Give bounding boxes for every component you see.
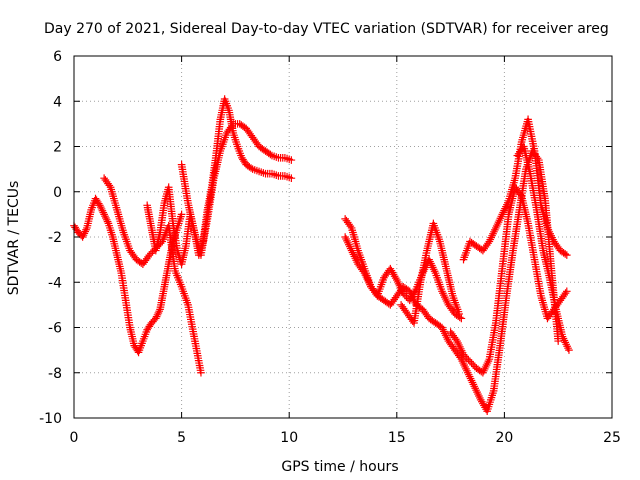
data-point bbox=[74, 228, 83, 237]
data-point bbox=[563, 251, 571, 259]
x-tick-label: 20 bbox=[495, 430, 513, 446]
x-axis-title: GPS time / hours bbox=[281, 459, 398, 475]
data-point bbox=[149, 317, 157, 326]
y-tick-label: -6 bbox=[48, 321, 62, 337]
data-point bbox=[197, 368, 205, 377]
y-tick-label: 6 bbox=[53, 49, 62, 65]
data-point bbox=[563, 287, 571, 296]
y-tick-label: 2 bbox=[53, 140, 62, 156]
series-track bbox=[143, 95, 296, 268]
y-tick-label: -10 bbox=[39, 411, 62, 427]
series-track bbox=[397, 219, 464, 327]
chart-title: Day 270 of 2021, Sidereal Day-to-day VTE… bbox=[44, 21, 609, 37]
x-tick-label: 15 bbox=[388, 430, 406, 446]
series-track bbox=[100, 174, 205, 377]
data-point bbox=[554, 337, 562, 345]
data-point bbox=[455, 310, 464, 318]
data-point bbox=[457, 314, 466, 323]
x-tick-label: 10 bbox=[280, 430, 298, 446]
y-tick-label: -4 bbox=[48, 275, 62, 291]
y-tick-label: 0 bbox=[53, 185, 62, 201]
data-point bbox=[177, 210, 186, 219]
data-point bbox=[287, 156, 296, 164]
y-axis-title: SDTVAR / TECUs bbox=[6, 181, 22, 296]
x-tick-label: 25 bbox=[603, 430, 621, 446]
data-point bbox=[565, 346, 573, 354]
y-tick-label: 4 bbox=[53, 94, 62, 110]
data-point bbox=[287, 174, 296, 182]
series-track bbox=[70, 194, 186, 357]
y-tick-label: -2 bbox=[48, 230, 62, 246]
data-point bbox=[147, 319, 156, 327]
data-point bbox=[75, 230, 84, 238]
y-tick-label: -8 bbox=[48, 366, 62, 382]
axis-ticks: 0 5 10 15 20 25 -10 -8 -6 -4 -2 0 2 4 6 bbox=[39, 49, 621, 446]
x-tick-label: 5 bbox=[177, 430, 186, 446]
series-track bbox=[513, 142, 573, 354]
x-tick-label: 0 bbox=[70, 430, 79, 446]
series-track bbox=[341, 147, 562, 416]
data-marks bbox=[70, 95, 573, 416]
series-track bbox=[177, 120, 296, 259]
